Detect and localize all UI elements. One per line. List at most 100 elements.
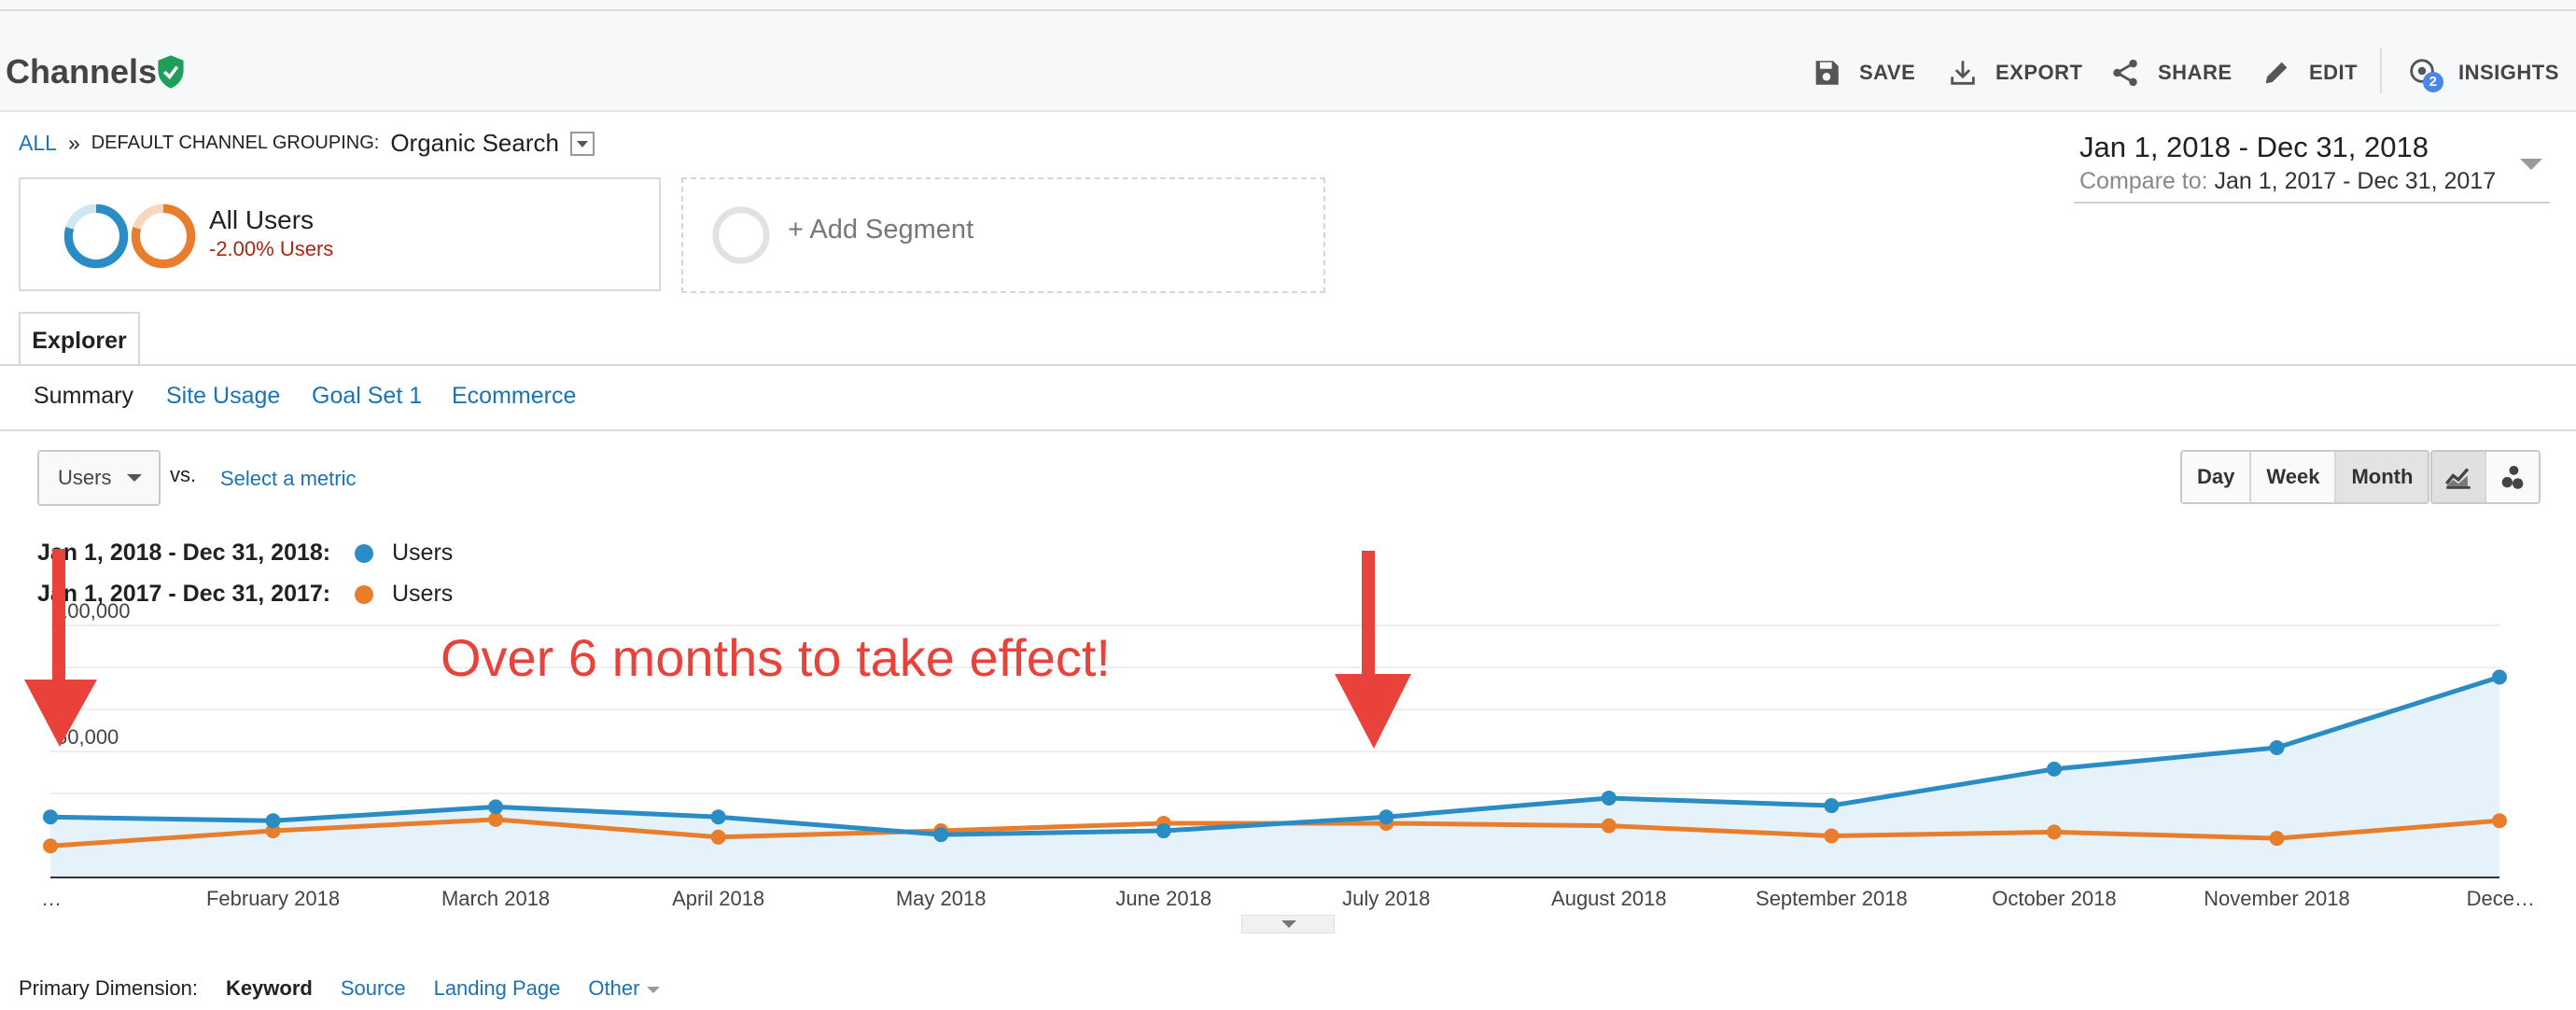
share-label: SHARE: [2158, 61, 2233, 84]
segment-donut-current-icon: [63, 203, 129, 269]
month-button[interactable]: Month: [2336, 452, 2429, 502]
insights-label: INSIGHTS: [2458, 61, 2559, 84]
x-tick-label: June 2018: [1115, 887, 1211, 910]
date-underline: [2074, 202, 2550, 203]
select-metric-link[interactable]: Select a metric: [220, 467, 357, 490]
segment-delta: -2.00% Users: [209, 237, 334, 260]
toolbar-divider: [2380, 49, 2382, 93]
x-tick-label: September 2018: [1756, 887, 1908, 910]
red-arrow-july-icon: [1335, 551, 1411, 749]
date-range[interactable]: Jan 1, 2018 - Dec 31, 2018: [2079, 131, 2429, 163]
grouping-dropdown-icon[interactable]: [569, 131, 595, 156]
primary-dimension-label: Primary Dimension:: [19, 976, 198, 1000]
export-button[interactable]: EXPORT: [1947, 54, 2082, 91]
data-point-current: [43, 809, 58, 825]
legend-current-dot: [355, 543, 373, 563]
share-button[interactable]: SHARE: [2109, 54, 2233, 91]
date-compare[interactable]: Compare to: Jan 1, 2017 - Dec 31, 2017: [2079, 168, 2496, 195]
edit-label: EDIT: [2309, 61, 2359, 84]
metric-select[interactable]: Users: [37, 450, 161, 506]
data-point-current: [2269, 739, 2285, 755]
legend-previous-dot: [355, 584, 373, 604]
red-arrow-left-icon: [24, 549, 97, 747]
current-area: [50, 677, 2499, 877]
week-button[interactable]: Week: [2251, 452, 2337, 502]
breadcrumb-all-link[interactable]: ALL: [19, 131, 57, 155]
data-point-current: [933, 827, 949, 843]
grouping-label: DEFAULT CHANNEL GROUPING:: [91, 133, 380, 153]
breadcrumb: ALL » DEFAULT CHANNEL GROUPING: Organic …: [19, 129, 595, 158]
line-chart-icon: [2444, 468, 2471, 489]
data-point-previous: [2269, 831, 2285, 847]
dimension-source[interactable]: Source: [340, 976, 406, 1000]
insights-badge: 2: [2423, 72, 2443, 92]
empty-segment-icon: [712, 206, 770, 264]
insights-button[interactable]: 2 INSIGHTS: [2406, 54, 2559, 92]
add-segment-box[interactable]: [681, 177, 1325, 293]
dimension-other-label: Other: [588, 976, 640, 1000]
x-tick-label: October 2018: [1992, 887, 2116, 910]
subtabs-divider: [0, 429, 2576, 431]
save-label: SAVE: [1859, 61, 1916, 84]
x-tick-label: May 2018: [896, 887, 987, 910]
vs-label: vs.: [170, 463, 197, 486]
data-point-current: [1824, 798, 1840, 814]
legend-current-range: Jan 1, 2018 - Dec 31, 2018:: [37, 540, 331, 566]
motion-chart-button[interactable]: [2486, 452, 2539, 502]
chart-type-buttons: [2430, 450, 2541, 504]
legend-current: Jan 1, 2018 - Dec 31, 2018: Users: [37, 540, 453, 567]
add-segment-label[interactable]: + Add Segment: [788, 215, 974, 245]
save-icon: [1815, 61, 1839, 85]
legend-previous: Jan 1, 2017 - Dec 31, 2017: Users: [37, 581, 453, 608]
legend-previous-range: Jan 1, 2017 - Dec 31, 2017:: [37, 581, 331, 607]
subtab-summary[interactable]: Summary: [34, 383, 133, 409]
data-point-current: [1379, 809, 1394, 825]
insights-icon: 2: [2406, 55, 2443, 92]
annotation-text: Over 6 months to take effect!: [441, 628, 1111, 687]
subtab-ecommerce[interactable]: Ecommerce: [452, 383, 577, 409]
compare-value: Jan 1, 2017 - Dec 31, 2017: [2214, 168, 2497, 194]
legend-previous-metric: Users: [392, 581, 454, 607]
data-point-current: [710, 809, 726, 825]
data-point-previous: [1601, 818, 1617, 834]
export-label: EXPORT: [1995, 61, 2083, 84]
tab-explorer[interactable]: Explorer: [19, 312, 140, 366]
day-button[interactable]: Day: [2182, 452, 2252, 502]
y-tick-label: 100,000: [56, 599, 131, 623]
dimension-landing-page[interactable]: Landing Page: [433, 976, 561, 1000]
tabs-divider: [0, 364, 2576, 366]
data-point-previous: [1824, 828, 1840, 844]
primary-dimension-bar: Primary Dimension: Keyword Source Landin…: [19, 976, 661, 1001]
data-point-current: [488, 799, 504, 815]
chevron-down-icon: [647, 986, 661, 993]
data-point-previous: [488, 811, 504, 827]
data-point-previous: [43, 838, 58, 854]
legend-current-metric: Users: [392, 540, 454, 566]
data-point-previous: [710, 829, 726, 845]
export-icon: [1951, 61, 1975, 85]
dimension-other[interactable]: Other: [588, 976, 661, 1001]
subtab-goal-set[interactable]: Goal Set 1: [312, 383, 423, 409]
x-tick-label: July 2018: [1342, 887, 1430, 910]
x-tick-label: April 2018: [672, 887, 764, 910]
breadcrumb-separator: »: [67, 131, 80, 155]
segment-name: All Users: [209, 205, 315, 234]
share-icon: [2113, 59, 2137, 87]
dimension-keyword[interactable]: Keyword: [225, 976, 313, 1000]
compare-label: Compare to:: [2079, 168, 2208, 194]
data-point-current: [2046, 761, 2062, 777]
save-button[interactable]: SAVE: [1811, 54, 1915, 91]
edit-button[interactable]: EDIT: [2261, 54, 2358, 91]
segment-donut-previous-icon: [131, 203, 196, 269]
x-tick-label: Dece…: [2467, 887, 2535, 910]
subtab-site-usage[interactable]: Site Usage: [166, 383, 281, 409]
line-chart-button[interactable]: [2432, 452, 2486, 502]
data-point-previous: [2492, 813, 2507, 829]
bubble-chart-icon: [2501, 465, 2524, 489]
data-point-current: [2492, 669, 2507, 685]
chart-collapse-handle[interactable]: [1241, 915, 1335, 933]
verified-shield-icon: [158, 55, 184, 89]
date-range-caret-icon[interactable]: [2520, 159, 2542, 170]
data-point-current: [1601, 790, 1617, 806]
pencil-icon: [2265, 62, 2288, 84]
